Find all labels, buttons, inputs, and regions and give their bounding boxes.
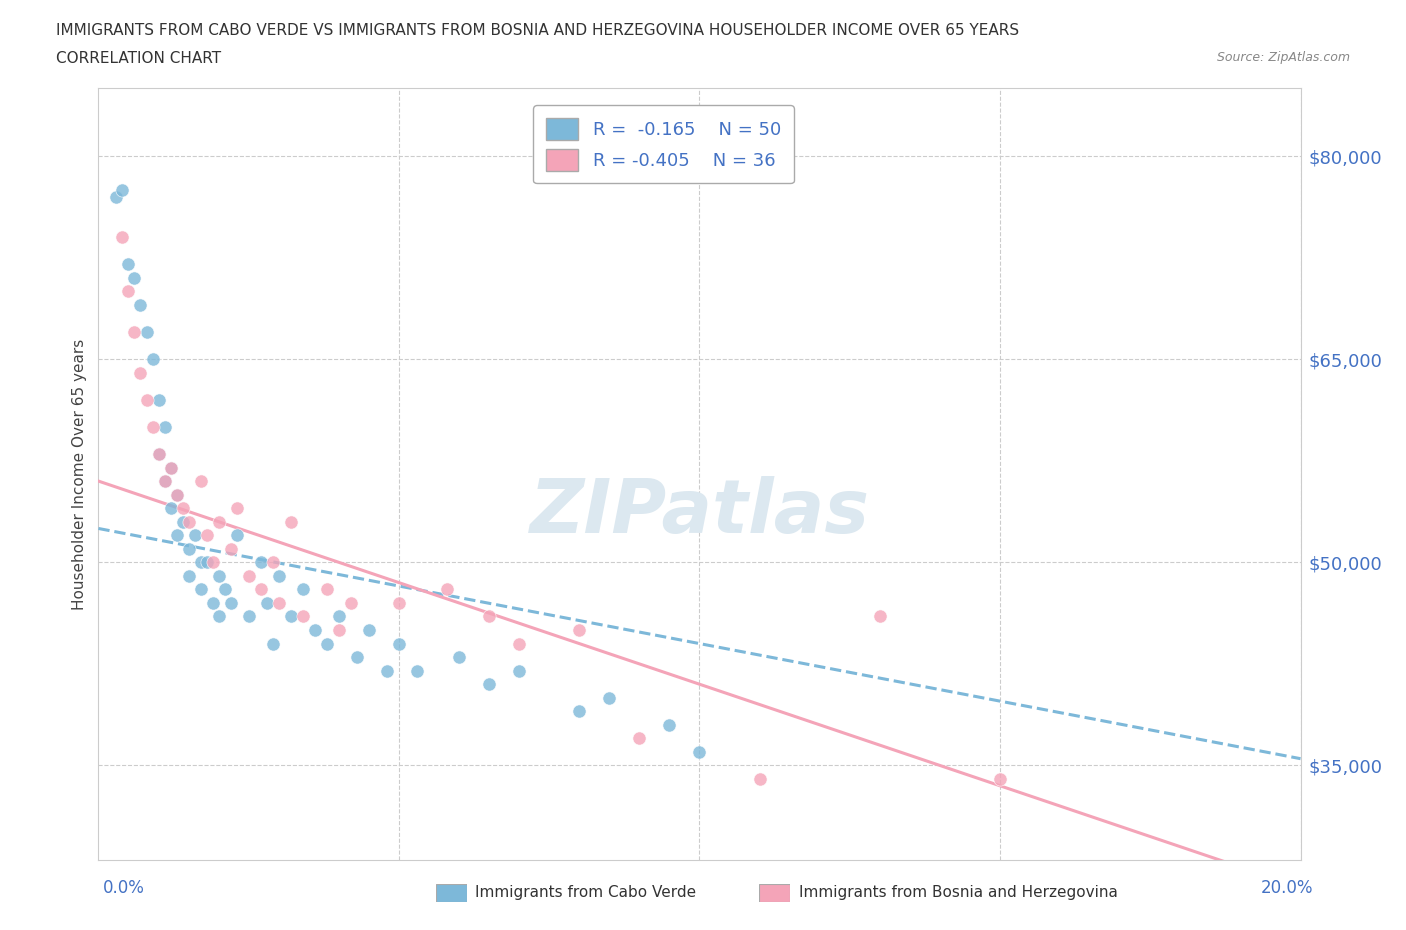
Point bbox=[568, 622, 591, 637]
Point bbox=[190, 582, 212, 597]
Point bbox=[688, 745, 710, 760]
Point bbox=[153, 473, 176, 488]
Point bbox=[988, 772, 1011, 787]
Point bbox=[111, 230, 134, 245]
Point bbox=[508, 663, 530, 678]
Point bbox=[225, 500, 247, 515]
Point bbox=[598, 690, 620, 705]
Point bbox=[256, 595, 278, 610]
Point bbox=[135, 325, 157, 339]
Point bbox=[280, 609, 302, 624]
Point bbox=[315, 636, 337, 651]
Point bbox=[249, 582, 271, 597]
Point bbox=[135, 392, 157, 407]
Point bbox=[748, 772, 770, 787]
Point bbox=[267, 595, 290, 610]
Point bbox=[219, 595, 242, 610]
Text: ZIPatlas: ZIPatlas bbox=[530, 476, 869, 550]
Point bbox=[124, 271, 146, 286]
Point bbox=[172, 500, 194, 515]
Point bbox=[201, 555, 224, 570]
Point bbox=[159, 460, 181, 475]
Point bbox=[267, 568, 290, 583]
Point bbox=[346, 650, 368, 665]
Text: Immigrants from Bosnia and Herzegovina: Immigrants from Bosnia and Herzegovina bbox=[799, 885, 1118, 900]
Point bbox=[201, 595, 224, 610]
Point bbox=[159, 460, 181, 475]
Point bbox=[148, 392, 170, 407]
Point bbox=[190, 473, 212, 488]
Point bbox=[214, 582, 236, 597]
Text: Immigrants from Cabo Verde: Immigrants from Cabo Verde bbox=[475, 885, 696, 900]
Point bbox=[219, 541, 242, 556]
Point bbox=[166, 487, 188, 502]
Point bbox=[869, 609, 891, 624]
Point bbox=[111, 182, 134, 197]
Point bbox=[129, 298, 152, 312]
Point bbox=[262, 555, 284, 570]
Point bbox=[177, 541, 200, 556]
Point bbox=[508, 636, 530, 651]
Point bbox=[148, 446, 170, 461]
Point bbox=[105, 189, 128, 204]
Point bbox=[159, 500, 181, 515]
Point bbox=[388, 636, 411, 651]
Point bbox=[141, 352, 163, 366]
Point bbox=[177, 514, 200, 529]
Point bbox=[375, 663, 398, 678]
Point bbox=[658, 717, 681, 732]
Point bbox=[478, 677, 501, 692]
Point bbox=[117, 257, 139, 272]
Point bbox=[208, 568, 231, 583]
Point bbox=[304, 622, 326, 637]
Point bbox=[148, 446, 170, 461]
Point bbox=[183, 528, 205, 543]
Text: CORRELATION CHART: CORRELATION CHART bbox=[56, 51, 221, 66]
Point bbox=[141, 419, 163, 434]
Point bbox=[208, 514, 231, 529]
Point bbox=[238, 568, 260, 583]
Legend: R =  -0.165    N = 50, R = -0.405    N = 36: R = -0.165 N = 50, R = -0.405 N = 36 bbox=[533, 105, 793, 183]
Point bbox=[328, 609, 350, 624]
Point bbox=[388, 595, 411, 610]
Point bbox=[447, 650, 470, 665]
Point bbox=[166, 487, 188, 502]
Point bbox=[628, 731, 651, 746]
Point bbox=[172, 514, 194, 529]
Text: IMMIGRANTS FROM CABO VERDE VS IMMIGRANTS FROM BOSNIA AND HERZEGOVINA HOUSEHOLDER: IMMIGRANTS FROM CABO VERDE VS IMMIGRANTS… bbox=[56, 23, 1019, 38]
Text: 0.0%: 0.0% bbox=[103, 879, 145, 897]
Point bbox=[340, 595, 363, 610]
Y-axis label: Householder Income Over 65 years: Householder Income Over 65 years bbox=[72, 339, 87, 610]
Point bbox=[208, 609, 231, 624]
Point bbox=[568, 704, 591, 719]
Point bbox=[280, 514, 302, 529]
Point bbox=[195, 555, 218, 570]
Text: 20.0%: 20.0% bbox=[1261, 879, 1313, 897]
Point bbox=[262, 636, 284, 651]
Point bbox=[195, 528, 218, 543]
Point bbox=[117, 284, 139, 299]
Point bbox=[291, 609, 314, 624]
Point bbox=[357, 622, 380, 637]
Point bbox=[129, 365, 152, 380]
Point bbox=[315, 582, 337, 597]
Point bbox=[436, 582, 458, 597]
Point bbox=[328, 622, 350, 637]
Text: Source: ZipAtlas.com: Source: ZipAtlas.com bbox=[1216, 51, 1350, 64]
Point bbox=[478, 609, 501, 624]
Point bbox=[238, 609, 260, 624]
Point bbox=[124, 325, 146, 339]
Point bbox=[153, 419, 176, 434]
Point bbox=[190, 555, 212, 570]
Point bbox=[291, 582, 314, 597]
Point bbox=[177, 568, 200, 583]
Point bbox=[225, 528, 247, 543]
Point bbox=[166, 528, 188, 543]
Point bbox=[406, 663, 429, 678]
Point bbox=[249, 555, 271, 570]
Point bbox=[153, 473, 176, 488]
